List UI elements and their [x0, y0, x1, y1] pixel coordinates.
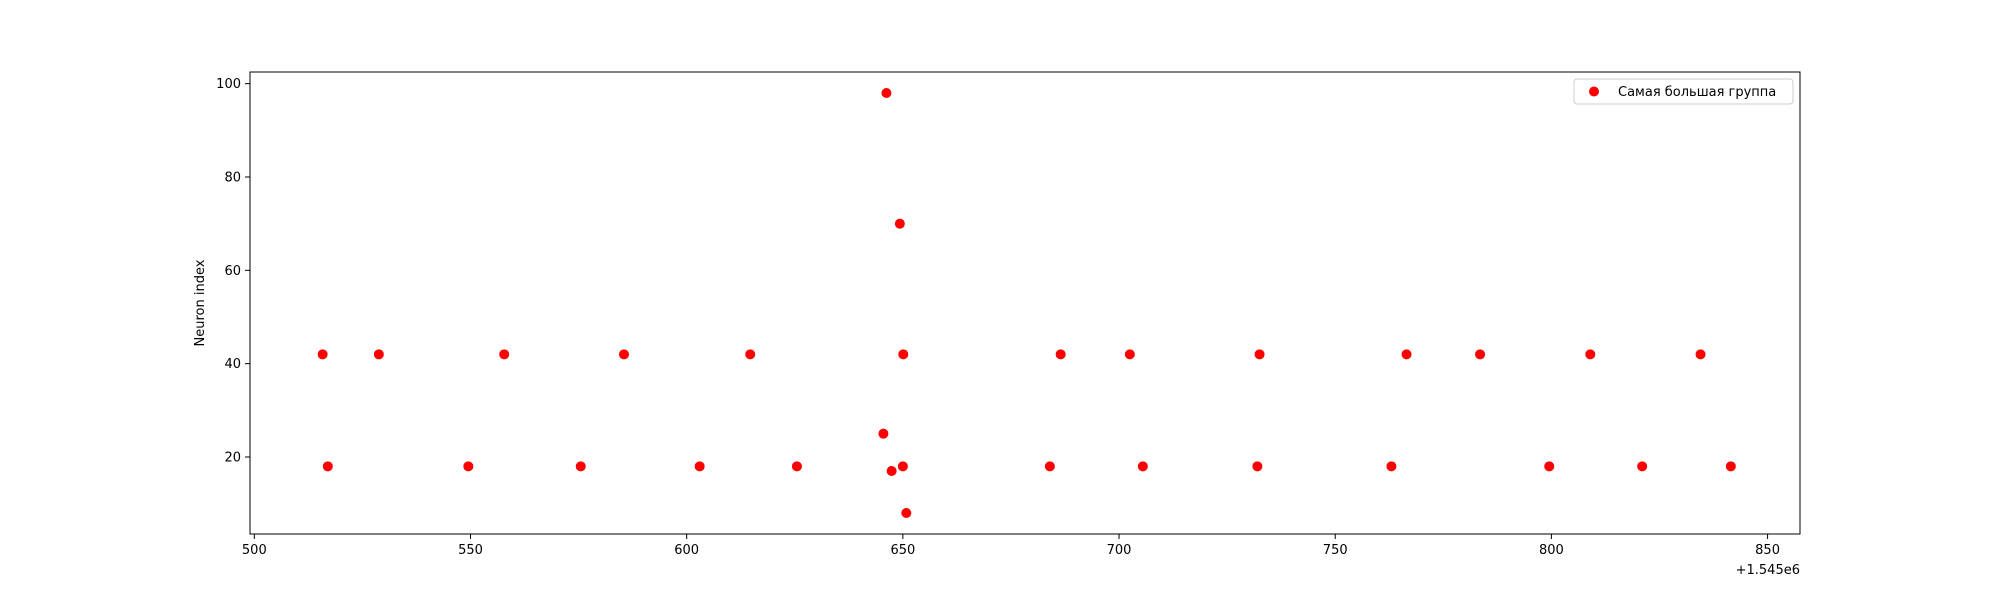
scatter-point	[694, 461, 705, 472]
scatter-point	[901, 508, 912, 518]
x-tick-label: 700	[1107, 543, 1132, 558]
x-tick-label: 650	[890, 543, 915, 558]
scatter-point	[1401, 349, 1412, 360]
x-tick-label: 550	[458, 543, 483, 558]
scatter-point	[1254, 349, 1265, 360]
y-tick-label: 20	[224, 451, 241, 466]
scatter-point	[463, 461, 474, 472]
scatter-point	[897, 461, 908, 472]
y-axis-label: Neuron index	[193, 259, 208, 346]
scatter-point	[317, 349, 328, 360]
scatter-point	[745, 349, 756, 360]
x-tick-label: 750	[1323, 543, 1348, 558]
scatter-point	[1725, 461, 1736, 472]
plot-frame	[249, 71, 1801, 535]
scatter-point	[1386, 461, 1397, 472]
legend-box	[1573, 78, 1794, 105]
x-tick-label: 850	[1755, 543, 1780, 558]
scatter-point	[575, 461, 586, 472]
scatter-point	[1124, 349, 1135, 360]
scatter-point	[1044, 461, 1055, 472]
scatter-point	[898, 349, 909, 360]
scatter-point	[1252, 461, 1263, 472]
scatter-point	[1585, 349, 1596, 360]
scatter-point	[1137, 461, 1148, 472]
scatter-point	[1055, 349, 1066, 360]
scatter-point	[791, 461, 802, 472]
y-tick-label: 80	[224, 171, 241, 186]
x-tick-label: 500	[242, 543, 267, 558]
y-tick-label: 60	[224, 264, 241, 279]
legend: Самая большая группа	[1573, 78, 1794, 105]
scatter-point	[886, 466, 897, 476]
scatter-point	[1637, 461, 1648, 472]
scatter-point	[1544, 461, 1555, 472]
y-tick-label: 100	[216, 77, 241, 92]
scatter-point	[499, 349, 510, 360]
scatter-point	[618, 349, 629, 360]
scatter-point	[878, 428, 889, 439]
y-tick-label: 40	[224, 357, 241, 372]
legend-label: Самая большая группа	[1618, 85, 1776, 100]
x-tick-label: 800	[1539, 543, 1564, 558]
x-tick-label: 600	[674, 543, 699, 558]
scatter-point	[1475, 349, 1486, 360]
scatter-point	[881, 88, 892, 98]
x-axis: 500 550 600 650 700 750 800 850	[242, 534, 1780, 558]
legend-marker	[1589, 86, 1599, 97]
scatter-point	[894, 218, 905, 229]
scatter-point	[322, 461, 333, 472]
y-axis: 20 40 60 80 100	[216, 77, 250, 466]
x-axis-offset-label: +1.545e6	[1736, 563, 1800, 578]
points-layer	[317, 88, 1736, 518]
scatter-point	[373, 349, 384, 360]
scatter-point	[1695, 349, 1706, 360]
plot-area	[250, 72, 1800, 534]
